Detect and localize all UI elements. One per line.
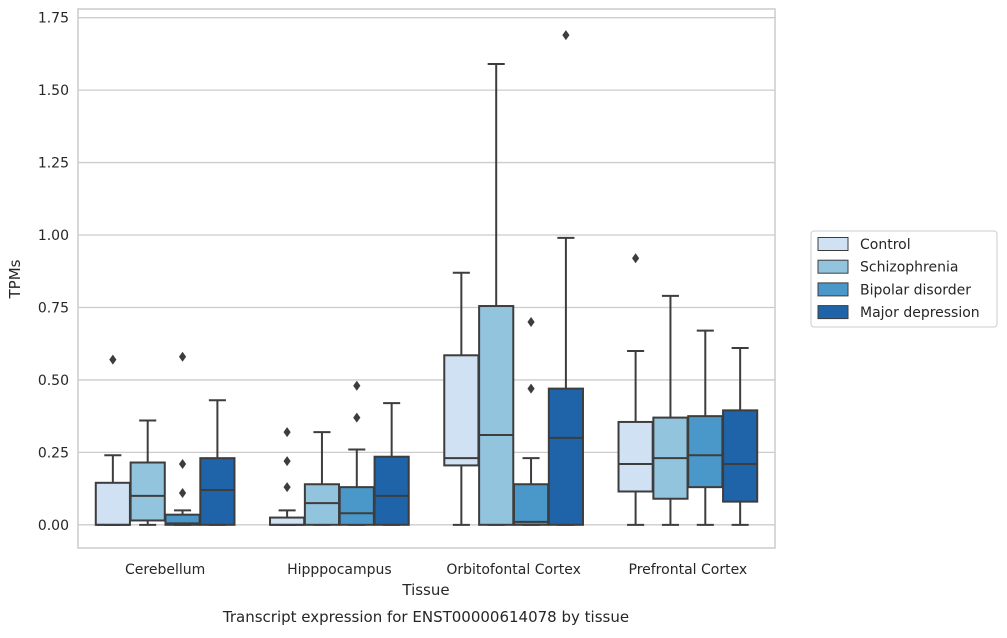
iqr-box bbox=[269, 516, 306, 526]
iqr-box bbox=[547, 387, 584, 526]
box-schizophrenia bbox=[652, 294, 689, 526]
outlier-point bbox=[109, 354, 117, 365]
y-axis-label: TPMs bbox=[6, 259, 24, 299]
y-tick-label: 1.75 bbox=[38, 11, 69, 27]
iqr-box bbox=[94, 481, 131, 526]
y-tick-label: 0.25 bbox=[38, 445, 69, 461]
outlier-point bbox=[283, 482, 291, 493]
outlier-point bbox=[562, 30, 570, 41]
legend-label: Major depression bbox=[860, 305, 980, 321]
box-bipolar-disorder bbox=[164, 351, 201, 526]
outlier-point bbox=[283, 427, 291, 438]
iqr-box bbox=[722, 409, 759, 503]
outlier-point bbox=[178, 458, 187, 469]
plot-frame bbox=[77, 8, 776, 549]
box-schizophrenia bbox=[478, 63, 515, 526]
iqr-box bbox=[443, 354, 480, 467]
box-control bbox=[617, 253, 654, 526]
box-major-depression bbox=[373, 402, 410, 526]
x-tick-labels: Cerebellum Hipppocampus Orbitofontal Corte… bbox=[125, 562, 747, 578]
chart-caption: Transcript expression for ENST0000061407… bbox=[222, 608, 629, 626]
iqr-box bbox=[617, 420, 654, 493]
box-bipolar-disorder bbox=[338, 380, 375, 526]
box-major-depression bbox=[722, 347, 759, 526]
legend-swatch bbox=[817, 305, 849, 320]
box-layer bbox=[94, 30, 759, 526]
outlier-point bbox=[353, 412, 361, 423]
iqr-box bbox=[129, 461, 166, 522]
box-bipolar-disorder bbox=[687, 329, 724, 526]
box-major-depression bbox=[547, 30, 584, 526]
legend: Control Schizophrenia Bipolar disorder Majo… bbox=[810, 230, 998, 328]
legend-frame bbox=[810, 230, 998, 328]
x-tick-label: Orbitofontal Cortex bbox=[446, 562, 581, 578]
iqr-box bbox=[687, 415, 724, 489]
y-tick-label: 0.75 bbox=[38, 300, 69, 316]
box-bipolar-disorder bbox=[512, 316, 550, 526]
legend-swatch bbox=[817, 259, 849, 274]
y-tick-label: 1.00 bbox=[38, 228, 69, 244]
y-tick-labels: 0.00 0.25 0.50 0.75 1.00 1.25 1.50 1.75 bbox=[38, 11, 69, 534]
x-axis-label: Tissue bbox=[401, 581, 449, 599]
legend-label: Schizophrenia bbox=[860, 260, 958, 276]
outlier-point bbox=[632, 253, 640, 264]
iqr-box bbox=[478, 305, 515, 526]
outlier-point bbox=[527, 316, 535, 327]
grid-lines bbox=[78, 17, 775, 526]
box-control bbox=[269, 427, 306, 526]
legend-swatch bbox=[817, 282, 849, 297]
y-tick-label: 0.50 bbox=[38, 373, 69, 389]
legend-swatch bbox=[817, 237, 849, 251]
iqr-box bbox=[199, 457, 236, 526]
box-control bbox=[443, 271, 480, 526]
legend-label: Control bbox=[860, 237, 911, 253]
iqr-box bbox=[512, 483, 550, 526]
box-control bbox=[94, 354, 131, 526]
box-major-depression bbox=[199, 399, 236, 526]
y-tick-label: 1.25 bbox=[38, 156, 69, 172]
legend-label: Bipolar disorder bbox=[860, 282, 971, 298]
y-tick-label: 0.00 bbox=[38, 518, 69, 534]
outlier-point bbox=[178, 351, 187, 362]
outlier-point bbox=[178, 487, 187, 498]
box-schizophrenia bbox=[129, 419, 166, 526]
outlier-point bbox=[353, 380, 361, 391]
x-tick-label: Hipppocampus bbox=[287, 562, 392, 578]
outlier-point bbox=[283, 456, 291, 467]
iqr-box bbox=[373, 455, 410, 526]
iqr-box bbox=[303, 483, 341, 526]
box-schizophrenia bbox=[303, 431, 341, 526]
y-tick-label: 1.50 bbox=[38, 83, 69, 99]
x-tick-label: Cerebellum bbox=[125, 562, 205, 578]
x-tick-label: Prefrontal Cortex bbox=[629, 562, 748, 578]
iqr-box bbox=[338, 486, 375, 526]
outlier-point bbox=[527, 383, 535, 394]
